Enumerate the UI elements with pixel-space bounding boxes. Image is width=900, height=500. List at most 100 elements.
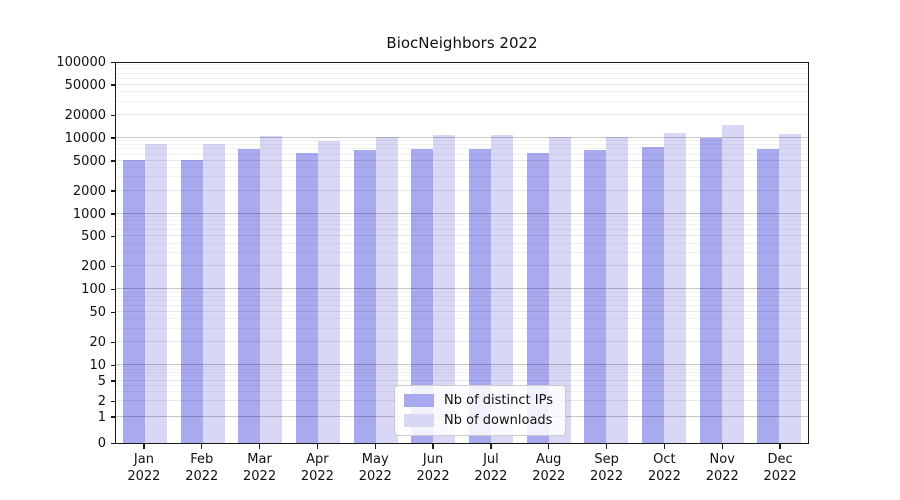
month-group-nov (693, 63, 751, 443)
y-tick-label: 20 (89, 335, 106, 351)
y-tick-mark (111, 442, 115, 444)
bar-downloads (317, 140, 340, 443)
bar-downloads (663, 132, 686, 443)
bar-downloads (202, 143, 225, 443)
y-tick-mark (111, 114, 115, 116)
x-tick-label: Feb 2022 (185, 452, 219, 484)
x-tick-label: Sep 2022 (590, 452, 624, 484)
legend-label-distinct-ips: Nb of distinct IPs (444, 393, 553, 408)
month-group-apr (289, 63, 347, 443)
x-tick-mark (432, 444, 434, 449)
plot-area: Nb of distinct IPs Nb of downloads (115, 62, 809, 444)
bar-distinct-ips (584, 150, 607, 443)
bar-distinct-ips (699, 138, 722, 443)
bar-downloads (548, 137, 571, 443)
bar-distinct-ips (238, 149, 261, 443)
month-group-dec (750, 63, 808, 443)
x-tick-label: Aug 2022 (532, 452, 566, 484)
legend-label-downloads: Nb of downloads (444, 413, 553, 428)
y-tick-label: 100 (81, 282, 106, 298)
y-tick-label: 2000 (72, 183, 106, 199)
bar-downloads (260, 135, 283, 443)
bar-distinct-ips (295, 153, 318, 443)
x-tick-label: Oct 2022 (647, 452, 681, 484)
y-tick-label: 2 (97, 394, 106, 410)
bars-container (116, 63, 808, 443)
y-tick-mark (111, 160, 115, 162)
x-tick-mark (316, 444, 319, 449)
bar-downloads (606, 136, 629, 443)
month-group-mar (231, 63, 289, 443)
month-group-sep (577, 63, 635, 443)
x-tick-label: May 2022 (358, 452, 392, 484)
legend-row-downloads: Nb of downloads (404, 413, 553, 428)
month-group-aug (520, 63, 578, 443)
month-group-jan (116, 63, 174, 443)
x-tick-mark (490, 444, 492, 449)
y-tick-mark (111, 213, 115, 215)
y-tick-label: 5000 (72, 153, 106, 169)
y-tick-mark (111, 61, 115, 63)
y-tick-mark (111, 235, 115, 238)
x-tick-label: Apr 2022 (300, 452, 334, 484)
y-tick-label: 10 (89, 358, 106, 373)
x-tick-label: Jan 2022 (127, 452, 161, 484)
chart-title: BiocNeighbors 2022 (386, 34, 538, 52)
y-tick-mark (111, 266, 115, 268)
bar-distinct-ips (411, 149, 434, 443)
y-tick-mark (111, 190, 115, 192)
bar-distinct-ips (757, 149, 780, 443)
y-tick-mark (111, 400, 115, 403)
bar-downloads (490, 134, 513, 443)
x-tick-label: Nov 2022 (705, 452, 739, 484)
y-tick-mark (111, 364, 115, 366)
legend: Nb of distinct IPs Nb of downloads (394, 385, 566, 436)
y-tick-mark (111, 311, 115, 314)
bar-distinct-ips (526, 152, 549, 443)
x-tick-mark (605, 444, 608, 449)
y-tick-label: 20000 (64, 107, 106, 123)
y-tick-mark (111, 137, 115, 139)
month-group-feb (174, 63, 232, 443)
month-group-may (347, 63, 405, 443)
bar-distinct-ips (122, 159, 145, 443)
y-tick-label: 100000 (56, 55, 106, 70)
y-tick-label: 500 (81, 229, 106, 245)
x-tick-mark (721, 444, 723, 449)
legend-swatch-downloads (404, 414, 435, 427)
y-tick-mark (111, 288, 115, 291)
y-tick-mark (111, 84, 115, 86)
bar-downloads (375, 136, 398, 443)
bar-distinct-ips (641, 146, 664, 443)
bar-downloads (779, 134, 802, 443)
bar-distinct-ips (468, 148, 491, 443)
y-tick-label: 200 (81, 259, 106, 275)
bar-distinct-ips (180, 159, 203, 443)
y-tick-label: 0 (97, 436, 106, 451)
x-tick-mark (548, 444, 550, 449)
month-group-oct (635, 63, 693, 443)
x-tick-mark (258, 444, 261, 449)
y-tick-mark (111, 416, 115, 418)
y-tick-mark (111, 341, 115, 344)
legend-swatch-distinct-ips (404, 394, 435, 407)
y-tick-label: 10000 (64, 130, 106, 146)
x-tick-mark (374, 444, 376, 449)
x-tick-label: Jul 2022 (474, 452, 508, 484)
x-tick-mark (779, 444, 781, 449)
bar-downloads (721, 124, 744, 443)
legend-row-distinct-ips: Nb of distinct IPs (404, 393, 553, 408)
x-tick-mark (663, 444, 666, 449)
month-group-jun (404, 63, 462, 443)
bar-downloads (433, 135, 456, 443)
y-tick-label: 5 (97, 373, 106, 389)
y-tick-mark (111, 380, 115, 382)
x-tick-mark (143, 444, 145, 449)
y-tick-label: 50 (89, 305, 106, 321)
x-tick-label: Mar 2022 (243, 452, 277, 484)
bar-downloads (144, 144, 167, 443)
x-tick-label: Dec 2022 (763, 452, 797, 484)
y-tick-label: 1 (97, 409, 106, 425)
bar-distinct-ips (353, 149, 376, 443)
